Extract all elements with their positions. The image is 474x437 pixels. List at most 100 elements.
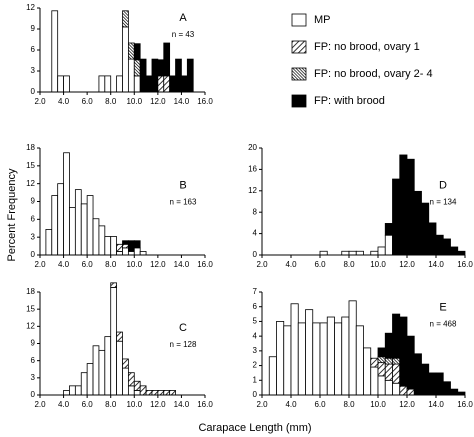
legend-label: MP	[314, 14, 331, 26]
bar	[406, 388, 415, 396]
x-tick-label: 4.0	[285, 260, 297, 269]
bar	[104, 336, 112, 396]
bar	[122, 243, 129, 249]
y-tick-label: 12	[26, 321, 35, 330]
bar	[406, 158, 415, 256]
bar	[133, 59, 141, 77]
bar	[51, 195, 59, 256]
bar	[92, 218, 100, 256]
bar	[399, 385, 408, 396]
bar	[145, 390, 153, 396]
bar	[57, 183, 64, 256]
bar	[175, 58, 182, 93]
bar	[377, 362, 386, 377]
x-tick-label: 4.0	[285, 400, 297, 409]
bar	[122, 10, 129, 28]
bar	[457, 250, 466, 256]
bar	[435, 372, 444, 396]
sample-size: n = 128	[170, 340, 197, 349]
bar	[80, 372, 88, 396]
x-tick-label: 16.0	[197, 260, 213, 269]
bar	[181, 75, 188, 93]
bar	[428, 372, 437, 396]
bar	[86, 363, 94, 396]
bar	[341, 316, 350, 396]
bar	[413, 353, 422, 396]
bar	[127, 58, 135, 93]
x-tick-label: 6.0	[82, 260, 94, 269]
y-tick-label: 16	[248, 165, 257, 174]
x-tick-label: 16.0	[457, 400, 473, 409]
x-tick-label: 12.0	[150, 97, 166, 106]
legend-label: FP: no brood, ovary 1	[314, 41, 420, 53]
panel-label: B	[179, 179, 186, 191]
x-tick-label: 8.0	[105, 97, 117, 106]
bar	[186, 58, 194, 93]
bar	[297, 322, 306, 396]
y-tick-label: 12	[248, 186, 257, 195]
bar	[98, 225, 106, 256]
x-tick-label: 10.0	[370, 400, 386, 409]
bar	[45, 229, 53, 256]
x-tick-label: 10.0	[126, 260, 142, 269]
x-tick-label: 10.0	[126, 97, 142, 106]
panel-label: A	[179, 12, 187, 24]
bar	[57, 75, 64, 93]
bar	[384, 234, 393, 256]
bar	[413, 190, 422, 256]
bar	[86, 195, 94, 256]
bar	[163, 390, 171, 396]
bar	[283, 325, 292, 396]
y-tick-label: 6	[31, 214, 36, 223]
bar	[370, 250, 379, 256]
x-tick-label: 12.0	[399, 260, 415, 269]
legend-swatch	[291, 67, 307, 81]
x-tick-label: 16.0	[197, 400, 213, 409]
bar	[74, 385, 82, 396]
bar	[110, 287, 118, 396]
y-tick-label: 4	[253, 229, 258, 238]
bar	[122, 367, 129, 396]
bar	[169, 390, 176, 396]
bar	[63, 390, 70, 396]
x-tick-label: 4.0	[58, 260, 70, 269]
bar	[80, 203, 88, 256]
y-tick-label: 2	[253, 361, 258, 370]
bar	[169, 75, 176, 93]
bar	[110, 236, 118, 256]
bar	[122, 26, 129, 93]
bar	[127, 251, 135, 256]
y-tick-label: 5	[253, 317, 258, 326]
bar	[421, 202, 430, 256]
legend-label: FP: no brood, ovary 2- 4	[314, 68, 433, 80]
bar	[116, 340, 123, 396]
bar	[450, 388, 459, 396]
bar	[341, 250, 350, 256]
bar	[145, 75, 153, 93]
y-tick-label: 3	[31, 373, 36, 382]
bar	[348, 250, 357, 256]
bar	[139, 58, 147, 93]
x-tick-label: 14.0	[174, 260, 190, 269]
y-tick-label: 18	[26, 143, 35, 152]
bar	[377, 356, 386, 364]
bar	[163, 42, 171, 77]
bar	[139, 385, 147, 396]
bar	[392, 178, 401, 256]
bar	[392, 382, 401, 396]
bar	[384, 379, 393, 396]
y-tick-label: 18	[26, 287, 35, 296]
y-tick-label: 12	[26, 179, 35, 188]
bar	[157, 75, 165, 93]
legend-swatch	[291, 94, 307, 108]
y-tick-label: 4	[253, 331, 258, 340]
bar	[116, 75, 123, 93]
bar	[127, 372, 135, 387]
bar	[334, 322, 343, 396]
y-tick-label: 6	[31, 356, 36, 365]
x-tick-label: 14.0	[174, 97, 190, 106]
bar	[133, 240, 141, 249]
x-tick-label: 14.0	[174, 400, 190, 409]
x-tick-label: 2.0	[34, 260, 46, 269]
